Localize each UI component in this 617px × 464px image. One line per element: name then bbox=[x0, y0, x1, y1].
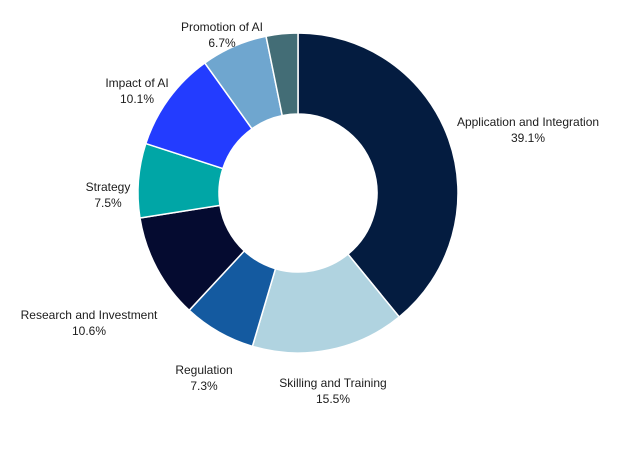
slice-label-impact-of-ai: Impact of AI bbox=[105, 76, 168, 90]
slice-label-application-and-integration: Application and Integration bbox=[457, 115, 599, 129]
slice-value-application-and-integration: 39.1% bbox=[511, 131, 545, 145]
slice-label-strategy: Strategy bbox=[86, 180, 131, 194]
slice-label-skilling-and-training: Skilling and Training bbox=[279, 376, 386, 390]
slice-value-strategy: 7.5% bbox=[94, 196, 122, 210]
slice-value-research-and-investment: 10.6% bbox=[72, 324, 106, 338]
slice-value-skilling-and-training: 15.5% bbox=[316, 392, 350, 406]
slice-value-regulation: 7.3% bbox=[190, 379, 218, 393]
slice-unlabeled bbox=[265, 32, 299, 117]
slice-value-promotion-of-ai: 6.7% bbox=[208, 36, 236, 50]
slice-application-and-integration bbox=[297, 32, 459, 318]
slice-label-regulation: Regulation bbox=[175, 363, 232, 377]
slice-label-promotion-of-ai: Promotion of AI bbox=[181, 20, 263, 34]
donut-slices bbox=[137, 32, 459, 354]
slice-label-research-and-investment: Research and Investment bbox=[21, 308, 158, 322]
slice-labels: Application and Integration 39.1% Skilling… bbox=[21, 20, 599, 406]
slice-value-impact-of-ai: 10.1% bbox=[120, 92, 154, 106]
